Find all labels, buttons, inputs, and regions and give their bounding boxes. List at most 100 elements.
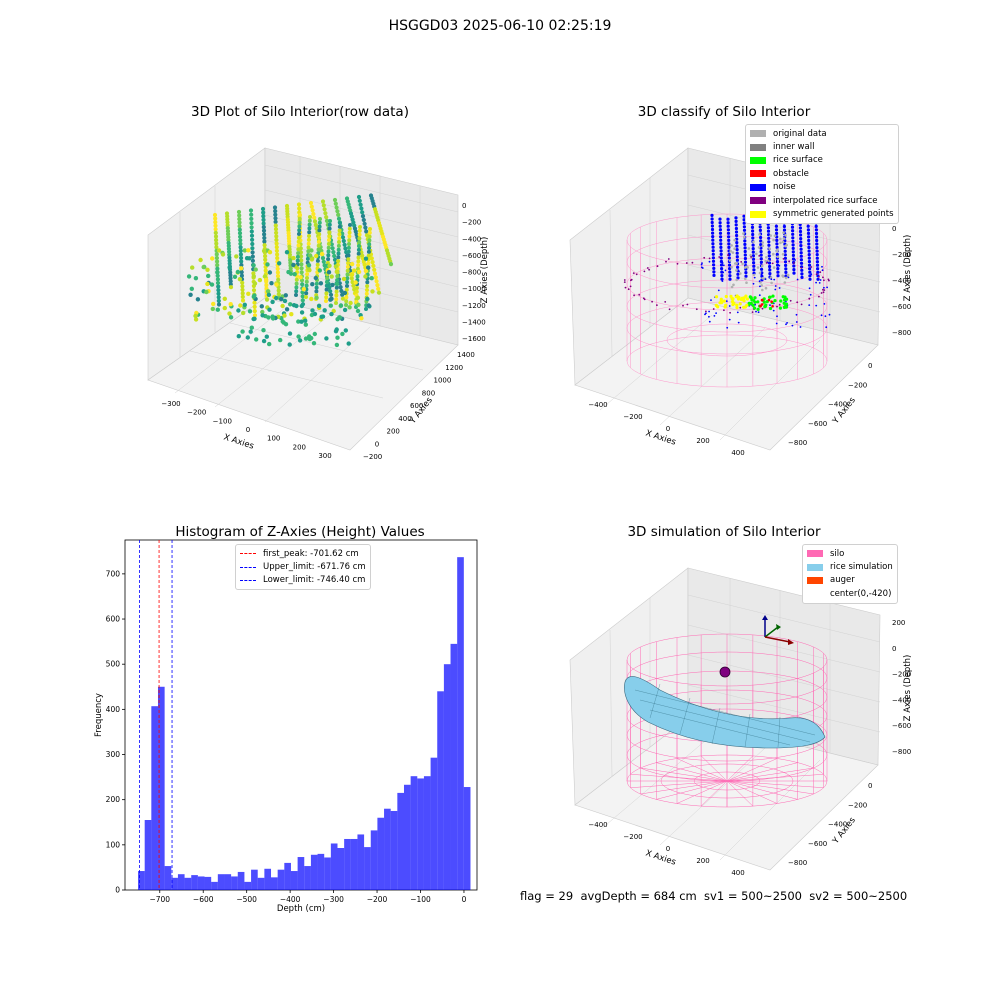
histogram-bar [231, 876, 238, 890]
histogram-bar [324, 857, 331, 890]
histogram-bar [410, 776, 418, 890]
classify-plot-title: 3D classify of Silo Interior [637, 104, 811, 120]
tick-label: 400 [398, 415, 411, 423]
tick-label: 200 [293, 443, 306, 451]
y-tick-label: 100 [106, 840, 121, 849]
histogram-bar [177, 874, 185, 890]
simulation-legend: silo rice simulation auger center(0,-420… [802, 544, 898, 604]
raw-y-label: Y Axies [407, 395, 435, 427]
x-tick-label: −300 [323, 895, 344, 904]
tick-label: −200 [187, 409, 206, 417]
legend-item: first_peak: -701.62 cm [240, 547, 366, 560]
histogram-bar [377, 817, 385, 890]
legend-item: silo [807, 547, 893, 560]
histogram-bar [184, 877, 192, 890]
x-tick-label: −500 [236, 895, 257, 904]
simulation-plot-title: 3D simulation of Silo Interior [627, 524, 821, 540]
histogram-bar [251, 869, 258, 890]
tick-label: −800 [788, 439, 807, 447]
x-tick-label: −700 [149, 895, 170, 904]
tick-label: 0 [892, 225, 896, 233]
histogram-bar [397, 792, 404, 890]
classify-3d-axes [569, 147, 881, 451]
y-tick-label: 600 [106, 615, 121, 624]
tick-label: 200 [696, 857, 709, 865]
histogram-bar [257, 877, 265, 890]
histogram-bar [217, 874, 225, 890]
tick-label: 400 [731, 869, 744, 877]
tick-label: −600 [808, 840, 827, 848]
histogram-bar [310, 854, 318, 890]
legend-item: interpolated rice surface [750, 194, 894, 207]
tick-label: −400 [588, 821, 607, 829]
y-tick-label: 500 [106, 660, 121, 669]
raw-point-cloud [186, 193, 394, 348]
histogram-bar [304, 866, 311, 890]
histogram-bar [297, 857, 305, 890]
histogram-bars [138, 557, 471, 890]
legend-swatch [807, 550, 823, 558]
raw-z-label: Z Axies (Depth) [480, 237, 490, 304]
legend-item: inner wall [750, 140, 894, 153]
histogram-bar [151, 706, 158, 890]
tick-label: −200 [892, 251, 911, 259]
legend-item: noise [750, 181, 894, 194]
histogram-bar [277, 869, 285, 890]
legend-swatch [807, 576, 823, 584]
raw-plot-title: 3D Plot of Silo Interior(row data) [191, 104, 409, 120]
classify-z-label: Z Axies (Depth) [903, 235, 913, 302]
histogram-bar [390, 810, 398, 890]
histogram-bar [144, 820, 152, 890]
tick-label: −100 [213, 417, 232, 425]
tick-label: 0 [246, 426, 250, 434]
histogram-bar [430, 757, 438, 890]
histogram-bar [290, 871, 298, 890]
legend-item: symmetric generated points [750, 207, 894, 220]
tick-label: 0 [666, 425, 670, 433]
y-tick-label: 200 [106, 795, 121, 804]
legend-swatch [750, 170, 766, 178]
histogram-bar [171, 877, 178, 890]
tick-label: −200 [892, 671, 911, 679]
tick-label: −200 [462, 219, 481, 227]
legend-item: Upper_limit: -671.76 cm [240, 560, 366, 573]
y-tick-label: 700 [106, 569, 121, 578]
tick-label: −1000 [462, 285, 486, 293]
legend-line [240, 579, 256, 581]
histogram-bar [370, 830, 378, 890]
tick-label: −400 [462, 235, 481, 243]
histogram-bar [224, 874, 232, 890]
histogram-bar [237, 871, 245, 890]
tick-label: −200 [623, 413, 642, 421]
histogram-bar [403, 784, 411, 890]
histogram-bar [197, 876, 205, 890]
histogram-bar [463, 787, 471, 890]
histogram-bar [204, 876, 212, 890]
histogram-ticks: −700 −600 −500 −400 −300 −200 −100 0 0 100 200 300 4… [106, 569, 467, 904]
tick-label: −600 [462, 252, 481, 260]
tick-label: −800 [788, 859, 807, 867]
classify-legend: original data inner wall rice surface ob… [745, 124, 899, 224]
tick-label: 1000 [434, 377, 452, 385]
tick-label: −800 [892, 748, 911, 756]
histogram-x-label: Depth (cm) [277, 904, 325, 914]
tick-label: 100 [267, 435, 280, 443]
orientation-axes-icon [762, 615, 794, 645]
histogram-bar [264, 868, 272, 890]
histogram-bar [337, 848, 345, 890]
auger-marker [719, 666, 731, 678]
legend-item: obstacle [750, 167, 894, 180]
tick-label: −1600 [462, 335, 486, 343]
simulation-z-label: Z Axies (Depth) [903, 655, 913, 722]
histogram-chart: −700 −600 −500 −400 −300 −200 −100 0 0 100 200 300 4… [106, 539, 478, 904]
tick-label: −400 [588, 401, 607, 409]
legend-swatch [807, 590, 823, 598]
histogram-bar [437, 691, 444, 890]
histogram-bar [330, 843, 338, 890]
legend-item: original data [750, 127, 894, 140]
classify-x-label: X Axies [644, 428, 677, 447]
tick-label: 200 [696, 437, 709, 445]
tick-label: −400 [828, 401, 847, 409]
